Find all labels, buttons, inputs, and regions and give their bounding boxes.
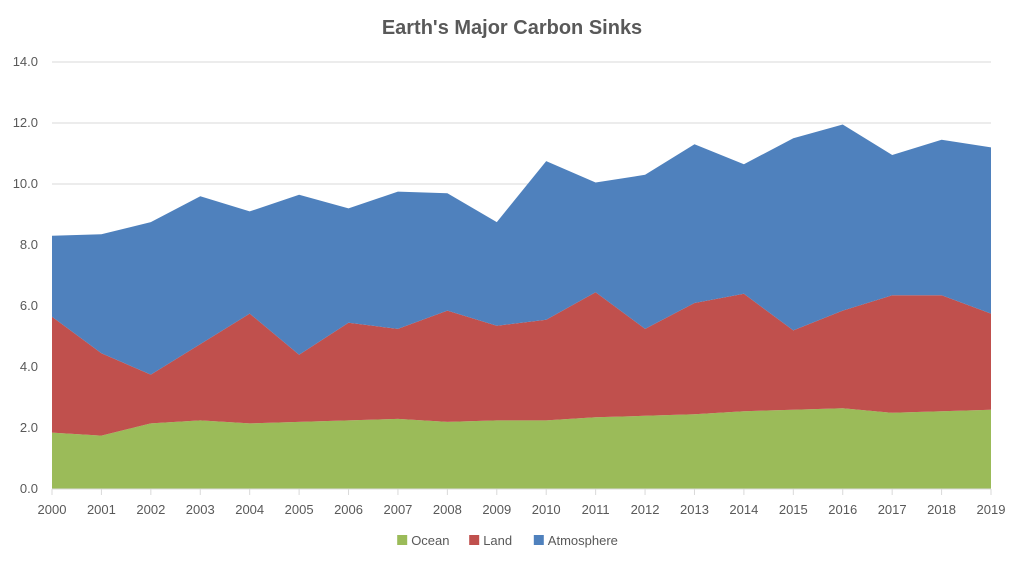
x-tick-label: 2001 xyxy=(87,502,116,517)
legend-label-land: Land xyxy=(483,533,512,548)
legend-label-atmosphere: Atmosphere xyxy=(548,533,618,548)
y-axis-tick-labels: 0.0 2.0 4.0 6.0 8.0 10.0 12.0 14.0 xyxy=(13,54,38,496)
y-tick-label: 2.0 xyxy=(20,420,38,435)
y-tick-label: 6.0 xyxy=(20,298,38,313)
x-tick-label: 2003 xyxy=(186,502,215,517)
x-tick-label: 2006 xyxy=(334,502,363,517)
legend-swatch-atmosphere xyxy=(533,535,544,545)
y-tick-label: 0.0 xyxy=(20,481,38,496)
x-tick-label: 2017 xyxy=(878,502,907,517)
y-tick-label: 8.0 xyxy=(20,237,38,252)
y-tick-label: 14.0 xyxy=(13,54,38,69)
chart-title: Earth's Major Carbon Sinks xyxy=(382,17,642,39)
legend-swatch-land xyxy=(469,535,480,545)
y-tick-label: 12.0 xyxy=(13,115,38,130)
x-tick-label: 2004 xyxy=(235,502,264,517)
x-tick-label: 2018 xyxy=(927,502,956,517)
series-area-land xyxy=(52,292,991,436)
x-axis-tick-labels: 2000 2001 2002 2003 2004 2005 2006 2007 2008 2009… xyxy=(38,502,1006,517)
series-area-atmosphere xyxy=(52,124,991,375)
x-tick-label: 2002 xyxy=(136,502,165,517)
x-tick-label: 2008 xyxy=(433,502,462,517)
x-tick-label: 2010 xyxy=(532,502,561,517)
x-tick-label: 2007 xyxy=(383,502,412,517)
legend: Ocean Land Atmosphere xyxy=(397,533,618,548)
legend-label-ocean: Ocean xyxy=(411,533,449,548)
x-tick-label: 2012 xyxy=(631,502,660,517)
x-tick-label: 2015 xyxy=(779,502,808,517)
x-tick-label: 2000 xyxy=(38,502,67,517)
y-tick-label: 4.0 xyxy=(20,359,38,374)
x-tick-label: 2011 xyxy=(582,502,610,517)
series-areas xyxy=(52,124,991,489)
x-tick-label: 2013 xyxy=(680,502,709,517)
x-tick-label: 2014 xyxy=(729,502,758,517)
series-area-ocean xyxy=(52,408,991,489)
x-tick-label: 2009 xyxy=(482,502,511,517)
x-tick-label: 2016 xyxy=(828,502,857,517)
x-tick-label: 2019 xyxy=(977,502,1006,517)
y-tick-label: 10.0 xyxy=(13,176,38,191)
axes xyxy=(51,488,992,495)
x-tick-label: 2005 xyxy=(285,502,314,517)
legend-swatch-ocean xyxy=(397,535,408,545)
